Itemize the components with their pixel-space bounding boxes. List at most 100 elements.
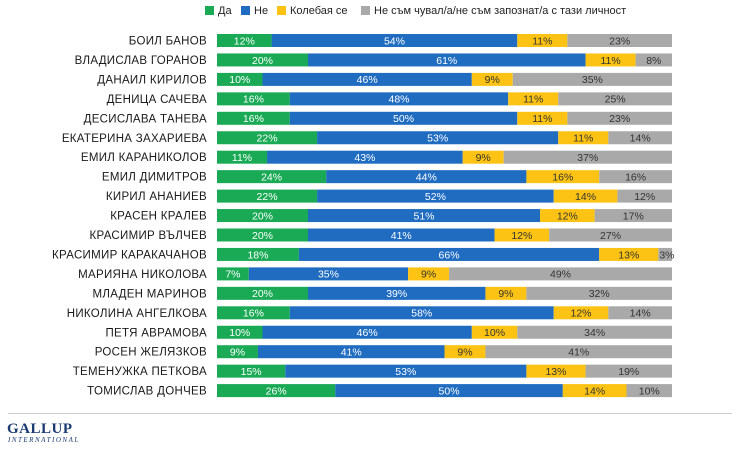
bar-segment-не-9 <box>308 209 541 223</box>
data-label: 16% <box>243 308 264 320</box>
data-label: 10% <box>229 74 250 86</box>
data-label: 20% <box>252 55 273 67</box>
data-label: 22% <box>257 191 278 203</box>
category-label: ТОМИСЛАВ ДОНЧЕВ <box>87 386 207 398</box>
data-label: 58% <box>411 308 432 320</box>
data-label: 7% <box>225 269 240 281</box>
data-label: 12% <box>634 191 655 203</box>
data-label: 18% <box>247 249 268 261</box>
data-label: 35% <box>318 269 339 281</box>
bar-segment-не-съм-чувал-а-не-съ-7 <box>599 170 672 184</box>
bar-segment-колебая-се-2 <box>471 72 513 86</box>
bar-segment-не-съм-чувал-а-не-съ-1 <box>635 53 672 67</box>
data-label: 50% <box>439 385 460 397</box>
category-label: МАРИЯНА НИКОЛОВА <box>78 269 207 281</box>
bar-segment-не-съм-чувал-а-не-съ-18 <box>626 384 672 398</box>
bar-segment-да-14 <box>217 306 290 320</box>
data-label: 50% <box>393 113 414 125</box>
data-label: 11% <box>532 113 552 125</box>
data-label: 66% <box>439 249 460 261</box>
category-label: КРАСИМИР КАРАКАЧАНОВ <box>52 249 207 261</box>
bar-segment-да-1 <box>217 53 308 67</box>
category-label: РОСЕН ЖЕЛЯЗКОВ <box>95 347 207 359</box>
data-label: 8% <box>646 55 661 67</box>
bar-segment-не-съм-чувал-а-не-съ-10 <box>549 228 672 242</box>
data-label: 46% <box>357 74 378 86</box>
category-label: БОИЛ БАНОВ <box>129 36 207 48</box>
bar-segment-колебая-се-0 <box>517 34 568 47</box>
data-label: 10% <box>484 327 505 339</box>
bar-segment-колебая-се-18 <box>562 384 627 398</box>
bar-segment-не-6 <box>267 150 463 164</box>
bar-segment-не-5 <box>317 131 559 145</box>
data-label: 46% <box>357 327 378 339</box>
data-label: 13% <box>618 249 639 261</box>
bar-segment-колебая-се-12 <box>408 267 450 281</box>
bar-segment-колебая-се-17 <box>526 364 586 378</box>
category-label: ДЕНИЦА САЧЕВА <box>107 94 207 106</box>
data-label: 41% <box>391 230 412 242</box>
bar-segment-не-съм-чувал-а-не-съ-2 <box>512 72 672 86</box>
data-label: 11% <box>232 152 252 164</box>
category-label: ДАНАИЛ КИРИЛОВ <box>97 74 207 86</box>
bar-segment-да-0 <box>217 34 272 47</box>
data-label: 41% <box>568 347 589 359</box>
data-label: 14% <box>630 308 651 320</box>
data-label: 9% <box>457 347 472 359</box>
data-label: 22% <box>257 133 278 145</box>
data-label: 41% <box>341 347 362 359</box>
category-label: НИКОЛИНА АНГЕЛКОВА <box>67 308 207 320</box>
data-label: 16% <box>625 171 646 183</box>
data-label: 9% <box>421 269 436 281</box>
data-label: 19% <box>618 366 639 378</box>
data-label: 20% <box>252 210 273 222</box>
data-label: 12% <box>511 230 532 242</box>
bar-segment-не-съм-чувал-а-не-съ-14 <box>608 306 672 320</box>
data-label: 32% <box>589 288 610 300</box>
data-label: 61% <box>436 55 457 67</box>
category-label: ЕКАТЕРИНА ЗАХАРИЕВА <box>62 133 207 145</box>
bar-segment-не-17 <box>285 364 527 378</box>
data-label: 14% <box>575 191 596 203</box>
category-label: КРАСИМИР ВЪЛЧЕВ <box>90 230 208 242</box>
bar-segment-колебая-се-3 <box>508 92 559 106</box>
bar-segment-не-18 <box>335 384 563 398</box>
bar-segment-не-съм-чувал-а-не-съ-3 <box>558 92 672 106</box>
data-label: 23% <box>609 35 630 47</box>
data-label: 9% <box>498 288 513 300</box>
data-label: 14% <box>584 385 605 397</box>
bar-segment-не-съм-чувал-а-не-съ-17 <box>585 364 672 378</box>
bar-segment-колебая-се-16 <box>444 345 486 359</box>
bar-segment-не-4 <box>289 111 518 125</box>
category-label: МЛАДЕН МАРИНОВ <box>93 288 207 300</box>
category-label: ЕМИЛ ДИМИТРОВ <box>102 172 207 184</box>
bar-segment-да-17 <box>217 364 286 378</box>
bar-segment-колебая-се-10 <box>494 228 550 242</box>
data-label: 52% <box>425 191 446 203</box>
bar-segment-да-6 <box>217 150 268 164</box>
data-label: 16% <box>243 94 264 106</box>
data-label: 53% <box>395 366 416 378</box>
data-label: 13% <box>545 366 566 378</box>
bar-segment-не-3 <box>289 92 509 106</box>
data-label: 11% <box>532 35 552 47</box>
data-label: 11% <box>600 55 620 67</box>
data-label: 39% <box>386 288 407 300</box>
data-label: 27% <box>600 230 621 242</box>
data-label: 14% <box>630 133 651 145</box>
bar-segment-не-13 <box>308 286 486 300</box>
data-label: 16% <box>243 113 264 125</box>
bar-segment-не-съм-чувал-а-не-съ-8 <box>617 189 672 203</box>
data-label: 26% <box>266 385 287 397</box>
data-label: 9% <box>476 152 491 164</box>
category-label: ЕМИЛ КАРАНИКОЛОВ <box>81 152 207 164</box>
bar-segment-колебая-се-15 <box>471 325 518 339</box>
bar-segment-не-12 <box>248 267 409 281</box>
data-label: 20% <box>252 288 273 300</box>
bar-segment-не-съм-чувал-а-не-съ-5 <box>608 131 672 145</box>
data-label: 23% <box>609 113 630 125</box>
bar-segment-да-2 <box>217 72 263 86</box>
data-label: 12% <box>570 308 591 320</box>
data-label: 24% <box>261 171 282 183</box>
data-label: 15% <box>241 366 262 378</box>
